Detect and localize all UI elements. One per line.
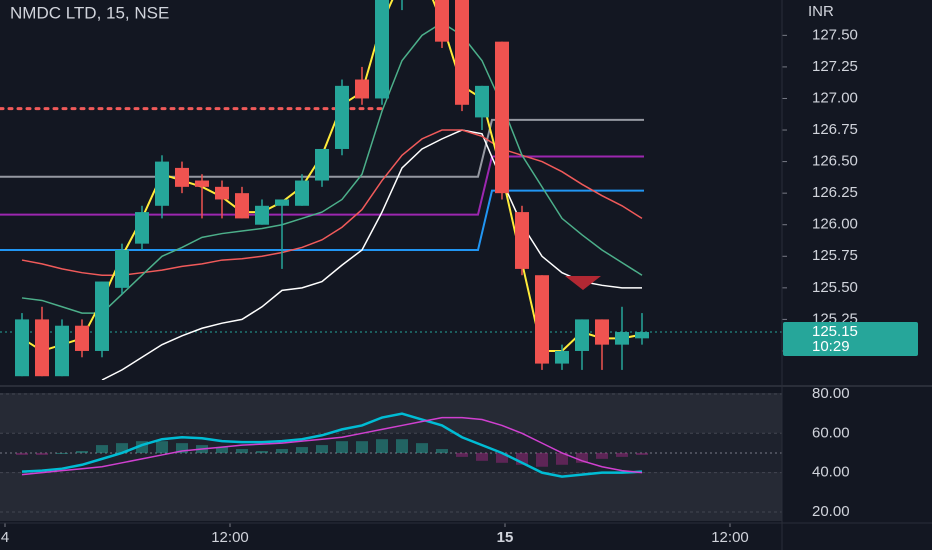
candle-body <box>215 186 229 200</box>
y-tick-label: 127.25 <box>812 58 858 75</box>
histogram-bar <box>256 451 268 453</box>
y-tick-label: 127.50 <box>812 26 858 43</box>
candle-body <box>535 275 549 364</box>
candle-body <box>255 205 269 225</box>
histogram-bar <box>556 452 568 465</box>
candle-body <box>455 0 469 105</box>
candle-body <box>435 0 449 42</box>
candle-body <box>515 212 529 269</box>
candle-body <box>595 319 609 345</box>
y-tick-label: 127.00 <box>812 89 858 106</box>
histogram-bar <box>76 451 88 453</box>
y2-tick-label: 60.00 <box>812 424 850 441</box>
histogram-bar <box>616 452 628 457</box>
indicator-band <box>0 393 782 433</box>
candle-body <box>135 212 149 244</box>
candle-body <box>155 161 169 206</box>
candle-body <box>295 180 309 206</box>
axes: 127.50 127.25 127.00 126.75 126.50 126.25 126.… <box>1 26 918 546</box>
histogram-bar <box>216 447 228 453</box>
histogram-bar <box>156 441 168 453</box>
last-price-badge <box>783 322 918 357</box>
candle-body <box>355 79 369 99</box>
histogram-bar <box>456 452 468 457</box>
histogram-bar <box>36 452 48 455</box>
candle-body <box>115 249 129 288</box>
candle-body <box>235 193 249 219</box>
candle-body <box>575 319 589 351</box>
level-line <box>0 118 644 178</box>
histogram-bar <box>356 441 368 453</box>
histogram-bar <box>276 449 288 453</box>
candle-body <box>275 199 289 206</box>
candle-body <box>615 332 629 345</box>
histogram-bar <box>516 452 528 465</box>
histogram-bar <box>496 452 508 463</box>
histogram-bar <box>416 443 428 453</box>
histogram-bar <box>136 441 148 453</box>
candle-body <box>375 0 389 99</box>
histogram-bar <box>316 445 328 453</box>
x-tick-label: 12:00 <box>211 529 249 546</box>
y-tick-label: 126.75 <box>812 121 858 138</box>
candle-body <box>195 180 209 187</box>
indicator-content <box>0 393 782 513</box>
indicator-line <box>21 416 643 476</box>
y2-tick-label: 20.00 <box>812 503 850 520</box>
y-tick-label: 126.25 <box>812 184 858 201</box>
histogram-bar <box>376 439 388 453</box>
histogram-bar <box>436 449 448 453</box>
indicator-line <box>21 412 643 478</box>
last-price-label: 125.15 <box>812 323 858 340</box>
histogram-bar <box>236 449 248 453</box>
countdown-label: 10:29 <box>812 338 850 355</box>
candle-body <box>635 332 649 339</box>
histogram-bar <box>176 443 188 453</box>
indicator-band <box>0 472 782 521</box>
x-tick-label: 15 <box>497 529 514 546</box>
histogram-bar <box>336 441 348 453</box>
y2-tick-label: 40.00 <box>812 464 850 481</box>
y-tick-label: 125.50 <box>812 279 858 296</box>
histogram-bar <box>576 452 588 463</box>
histogram-bar <box>476 452 488 461</box>
candle-body <box>495 41 509 194</box>
candle-body <box>335 85 349 149</box>
candle-body <box>95 281 109 351</box>
ma-line <box>101 129 642 380</box>
histogram-bar <box>296 447 308 453</box>
candle-body <box>15 319 29 377</box>
level-line <box>0 189 644 251</box>
price-pane <box>0 0 782 380</box>
currency: INR <box>808 3 834 20</box>
candle-body <box>75 325 89 351</box>
candle-body <box>555 350 569 364</box>
ma-line <box>21 21 643 314</box>
candle-body <box>175 167 189 187</box>
histogram-bar <box>96 445 108 453</box>
y-tick-label: 126.00 <box>812 216 858 233</box>
y2-tick-label: 80.00 <box>812 385 850 402</box>
candle-body <box>35 319 49 377</box>
histogram-bar <box>16 452 28 455</box>
histogram-bar <box>596 452 608 459</box>
x-tick-label: 12:00 <box>711 529 749 546</box>
candle-body <box>315 148 329 181</box>
chart-title: NMDC LTD, 15, NSE <box>10 3 169 22</box>
histogram-bar <box>56 452 68 454</box>
candle-body <box>55 325 69 377</box>
y-tick-label: 126.50 <box>812 153 858 170</box>
signal-marker <box>565 276 601 290</box>
histogram-bar <box>636 452 648 455</box>
histogram-bar <box>116 443 128 453</box>
x-tick-label: 4 <box>1 529 9 546</box>
candle-body <box>475 85 489 118</box>
histogram-bar <box>536 452 548 467</box>
y-tick-label: 125.75 <box>812 247 858 264</box>
histogram-bar <box>396 439 408 453</box>
